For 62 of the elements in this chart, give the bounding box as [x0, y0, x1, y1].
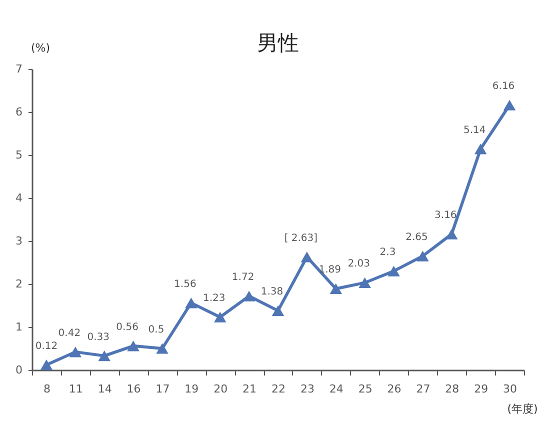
y-axis-title: (%)	[30, 42, 50, 54]
y-tick-label: 1	[16, 320, 22, 334]
x-tick-label: 26	[387, 382, 402, 396]
data-label: 0.5	[148, 324, 164, 336]
data-label: 2.03	[348, 258, 370, 270]
point	[503, 100, 516, 110]
x-tick-label: 20	[214, 382, 228, 396]
point	[330, 283, 342, 294]
data-label: 2.3	[380, 247, 396, 258]
point	[358, 277, 371, 288]
point	[446, 228, 458, 240]
point	[69, 346, 82, 358]
y-tick-label: 3	[16, 234, 22, 248]
x-tick-label: 28	[445, 382, 460, 396]
point	[272, 305, 284, 316]
y-tick-label: 5	[16, 148, 22, 162]
y-tick-label: 2	[16, 278, 22, 290]
y-tick-label: 7	[16, 62, 22, 76]
data-label: 5.14	[463, 124, 486, 136]
chart-title: 男性	[257, 31, 299, 55]
data-label: 2.65	[406, 232, 428, 244]
data-label: 1.56	[174, 278, 196, 290]
y-tick-label: 6	[16, 106, 22, 118]
x-tick-label: 24	[329, 382, 344, 396]
x-tick-label: 23	[300, 382, 314, 396]
x-tick-label: 21	[242, 382, 257, 396]
point	[388, 266, 400, 276]
point	[98, 350, 110, 362]
x-tick-label: 16	[126, 382, 141, 396]
x-tick-label: 30	[503, 382, 518, 396]
point	[127, 340, 140, 352]
data-label: 1.89	[318, 264, 342, 276]
data-label: 0.42	[58, 328, 81, 339]
x-tick-label: 27	[416, 382, 430, 396]
y-tick-label: 4	[16, 192, 22, 204]
point	[242, 290, 256, 302]
point	[40, 360, 53, 370]
x-tick-label: 11	[68, 382, 83, 396]
data-label: 0.33	[87, 332, 110, 343]
y-tick-label: 0	[16, 364, 22, 376]
point	[214, 312, 226, 322]
data-label: [ 2.63]	[284, 232, 318, 244]
x-tick-label: 29	[474, 382, 488, 396]
point	[416, 250, 429, 262]
data-label: 0.12	[35, 340, 58, 352]
data-label: 1.72	[232, 272, 254, 284]
point	[156, 343, 168, 354]
point	[300, 252, 314, 262]
data-label: 1.23	[202, 293, 226, 304]
data-label: 0.56	[116, 322, 138, 333]
x-tick-label: 17	[156, 382, 170, 396]
x-tick-label: 19	[184, 382, 199, 396]
data-label: 1.38	[260, 286, 284, 298]
x-tick-label: 14	[98, 382, 112, 396]
x-tick-label: 8	[43, 382, 50, 396]
x-tick-label: 22	[272, 382, 286, 396]
point	[185, 298, 198, 308]
point	[474, 144, 487, 154]
x-axis-title: (年度)	[507, 402, 538, 416]
data-label: 6.16	[492, 81, 515, 92]
data-label: 3.16	[434, 210, 457, 222]
x-tick-label: 25	[358, 382, 372, 396]
